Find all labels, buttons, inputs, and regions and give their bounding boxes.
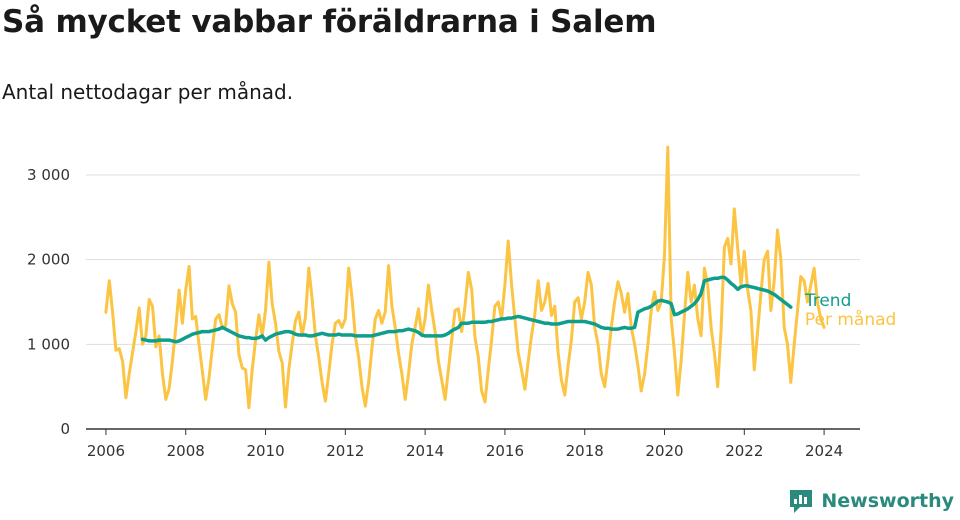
newsworthy-logo: Newsworthy (788, 488, 954, 514)
x-tick-label-2016: 2016 (486, 442, 524, 460)
y-tick-label-3000: 3 000 (27, 166, 70, 184)
x-tick-label-2006: 2006 (87, 442, 125, 460)
x-tick-label-2020: 2020 (645, 442, 683, 460)
series-line-trend (140, 275, 793, 344)
y-tick-label-2000: 2 000 (27, 251, 70, 269)
x-tick-label-2022: 2022 (725, 442, 763, 460)
legend-label-trend: Trend (804, 291, 852, 311)
legend-label-per-manad: Per månad (805, 309, 896, 330)
brand-name: Newsworthy (821, 490, 954, 512)
chart-subtitle: Antal nettodagar per månad. (2, 80, 294, 104)
chart-title: Så mycket vabbar föräldrarna i Salem (2, 4, 657, 40)
x-tick-label-2018: 2018 (566, 442, 604, 460)
x-tick-label-2014: 2014 (406, 442, 444, 460)
x-tick-label-2010: 2010 (246, 442, 284, 460)
y-tick-label-1000: 1 000 (27, 335, 70, 353)
x-tick-label-2012: 2012 (326, 442, 364, 460)
series-line-per-manad (104, 145, 826, 410)
y-tick-label-0: 0 (60, 420, 70, 438)
x-tick-label-2008: 2008 (167, 442, 205, 460)
x-tick-label-2024: 2024 (805, 442, 843, 460)
bar-chart-speech-bubble-icon (790, 490, 813, 513)
